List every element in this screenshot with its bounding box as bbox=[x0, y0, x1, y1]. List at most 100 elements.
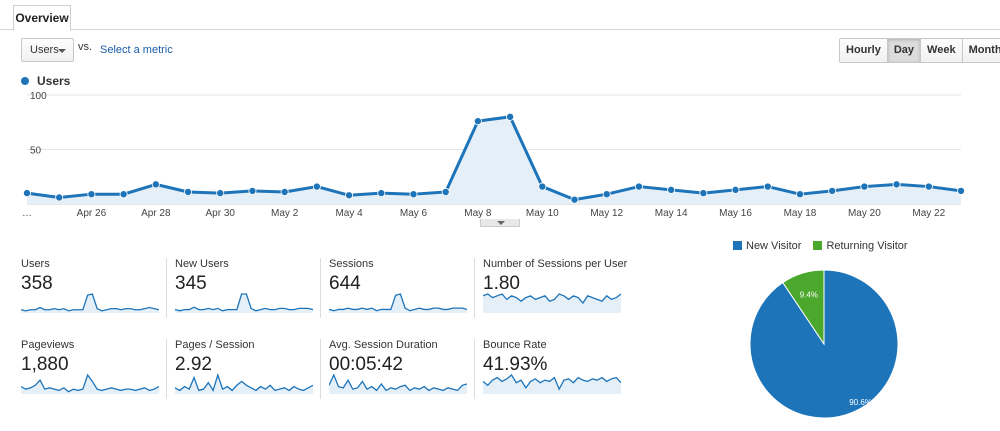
data-point[interactable] bbox=[795, 190, 804, 199]
kpi-divider bbox=[474, 258, 475, 318]
data-point[interactable] bbox=[473, 117, 482, 126]
data-point[interactable] bbox=[184, 188, 193, 197]
kpi-label: New Users bbox=[175, 258, 229, 270]
kpi-divider bbox=[166, 258, 167, 318]
data-point[interactable] bbox=[22, 189, 31, 198]
x-tick-label: May 14 bbox=[655, 208, 688, 219]
data-point[interactable] bbox=[377, 189, 386, 198]
sparkline-line bbox=[329, 373, 467, 392]
pie-legend-label-returning: Returning Visitor bbox=[826, 240, 908, 252]
kpi-value: 345 bbox=[175, 273, 207, 294]
kpi-tile[interactable]: Pageviews 1,880 bbox=[21, 339, 171, 401]
kpi-tile[interactable]: Sessions 644 bbox=[320, 258, 479, 320]
pie-value-label: 9.4% bbox=[800, 290, 818, 299]
data-point[interactable] bbox=[602, 190, 611, 199]
kpi-tile[interactable]: New Users 345 bbox=[166, 258, 325, 320]
data-point[interactable] bbox=[957, 186, 966, 195]
data-point[interactable] bbox=[441, 188, 450, 197]
x-tick-label: May 8 bbox=[464, 208, 492, 219]
tab-bar: Overview bbox=[0, 0, 1000, 31]
data-point[interactable] bbox=[151, 180, 160, 189]
data-point[interactable] bbox=[345, 191, 354, 200]
kpi-sparkline bbox=[483, 374, 621, 394]
kpi-sparkline bbox=[21, 373, 159, 394]
data-point[interactable] bbox=[924, 182, 933, 191]
sparkline-line bbox=[175, 293, 313, 312]
data-point[interactable] bbox=[892, 180, 901, 189]
series-dot-icon bbox=[21, 77, 29, 85]
kpi-divider bbox=[474, 339, 475, 399]
data-point[interactable] bbox=[538, 182, 547, 191]
kpi-tile[interactable]: Users 358 bbox=[21, 258, 171, 320]
data-point[interactable] bbox=[55, 193, 64, 202]
data-point[interactable] bbox=[828, 186, 837, 195]
x-tick-label: May 12 bbox=[590, 208, 623, 219]
pie-legend-label-new: New Visitor bbox=[746, 240, 802, 252]
sparkline-line bbox=[329, 293, 467, 312]
data-point[interactable] bbox=[634, 182, 643, 191]
sparkline-line bbox=[175, 372, 313, 392]
pie-legend: New Visitor Returning Visitor bbox=[733, 240, 908, 252]
data-point[interactable] bbox=[119, 190, 128, 199]
granularity-month-button[interactable]: Month bbox=[961, 39, 1000, 62]
data-point[interactable] bbox=[860, 182, 869, 191]
granularity-week-button[interactable]: Week bbox=[920, 39, 962, 62]
data-point[interactable] bbox=[87, 190, 96, 199]
kpi-label: Number of Sessions per User bbox=[483, 258, 628, 270]
data-point[interactable] bbox=[248, 186, 257, 195]
x-tick-label: May 22 bbox=[912, 208, 945, 219]
vs-label: vs. bbox=[78, 41, 93, 53]
kpi-tile[interactable]: Pages / Session 2.92 bbox=[166, 339, 325, 401]
metric-select-value: Users bbox=[30, 44, 59, 56]
data-point[interactable] bbox=[312, 182, 321, 191]
sparkline-area bbox=[483, 375, 621, 394]
kpi-divider bbox=[320, 258, 321, 318]
pie-slice[interactable] bbox=[782, 269, 825, 346]
kpi-tile[interactable]: Number of Sessions per User 1.80 bbox=[474, 258, 633, 320]
data-point[interactable] bbox=[667, 185, 676, 194]
kpi-sparkline bbox=[329, 373, 467, 394]
x-tick-label: Apr 30 bbox=[206, 208, 236, 219]
pie-legend-item-returning: Returning Visitor bbox=[813, 240, 908, 252]
x-tick-label: May 2 bbox=[271, 208, 299, 219]
data-point[interactable] bbox=[570, 195, 579, 204]
kpi-label: Avg. Session Duration bbox=[329, 339, 438, 351]
sparkline-line bbox=[21, 293, 159, 312]
kpi-tile[interactable]: Bounce Rate 41.93% bbox=[474, 339, 633, 401]
data-point[interactable] bbox=[699, 189, 708, 198]
data-point[interactable] bbox=[763, 182, 772, 191]
x-tick-label: May 16 bbox=[719, 208, 752, 219]
x-tick-label: Apr 28 bbox=[141, 208, 171, 219]
y-tick-label: 50 bbox=[30, 146, 42, 157]
pie-legend-item-new: New Visitor bbox=[733, 240, 801, 252]
granularity-hourly-button[interactable]: Hourly bbox=[840, 39, 887, 62]
kpi-value: 644 bbox=[329, 273, 361, 294]
kpi-label: Pages / Session bbox=[175, 339, 255, 351]
granularity-day-button[interactable]: Day bbox=[886, 39, 921, 62]
select-metric-link[interactable]: Select a metric bbox=[100, 44, 173, 56]
data-point[interactable] bbox=[409, 190, 418, 199]
kpi-divider bbox=[166, 339, 167, 399]
kpi-sparkline bbox=[175, 372, 313, 394]
data-point[interactable] bbox=[280, 188, 289, 197]
sparkline-area bbox=[329, 294, 467, 313]
kpi-sparkline bbox=[21, 293, 159, 313]
data-point[interactable] bbox=[506, 112, 515, 121]
data-point[interactable] bbox=[731, 185, 740, 194]
kpi-value: 2.92 bbox=[175, 354, 212, 375]
pie-slice[interactable] bbox=[749, 269, 899, 419]
chart-resize-handle[interactable] bbox=[480, 219, 520, 227]
kpi-value: 00:05:42 bbox=[329, 354, 403, 375]
x-tick-label: Apr 26 bbox=[77, 208, 107, 219]
x-tick-label: May 20 bbox=[848, 208, 881, 219]
series-line bbox=[26, 115, 962, 202]
sparkline-area bbox=[21, 375, 159, 394]
x-tick-label: … bbox=[22, 208, 32, 219]
data-point[interactable] bbox=[216, 189, 225, 198]
x-tick-label: May 6 bbox=[400, 208, 428, 219]
x-tick-label: May 4 bbox=[335, 208, 363, 219]
kpi-value: 1.80 bbox=[483, 273, 520, 294]
kpi-tile[interactable]: Avg. Session Duration 00:05:42 bbox=[320, 339, 479, 401]
tab-overview[interactable]: Overview bbox=[13, 5, 71, 31]
metric-select[interactable]: Users bbox=[21, 38, 74, 62]
